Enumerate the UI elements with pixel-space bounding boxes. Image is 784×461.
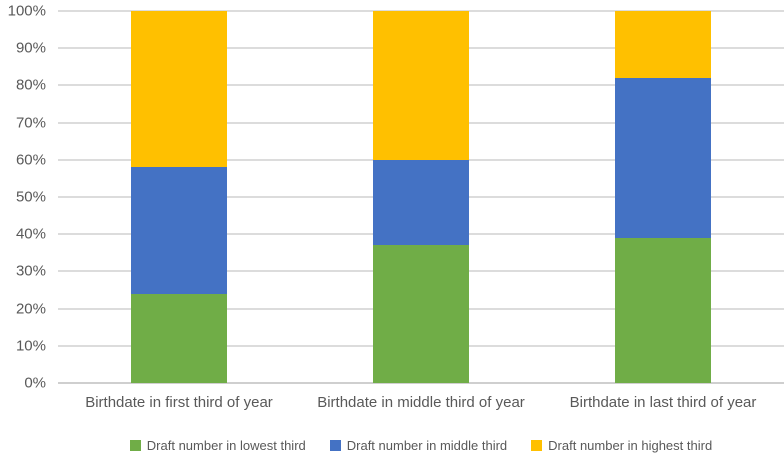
legend-item: Draft number in middle third	[329, 438, 508, 453]
bar-segment	[131, 293, 227, 383]
bar-category-2	[300, 11, 542, 383]
bar-segment	[615, 11, 711, 78]
y-axis-tick-labels: 0% 10% 20% 30% 40% 50% 60% 70% 80% 90% 100%	[0, 3, 46, 392]
bar-category-1	[58, 11, 300, 383]
bar-segment	[615, 237, 711, 383]
legend-item: Draft number in highest third	[531, 438, 712, 453]
y-tick-label: 100%	[7, 2, 46, 20]
x-category-label: Birthdate in last third of year	[569, 394, 757, 411]
legend-item: Draft number in lowest third	[129, 438, 306, 453]
legend-swatch-icon	[129, 440, 141, 451]
y-tick-label: 90%	[15, 39, 46, 57]
x-category-label: Birthdate in middle third of year	[317, 394, 525, 411]
legend-swatch-icon	[329, 440, 341, 451]
legend-label: Draft number in highest third	[548, 438, 713, 453]
y-tick-label: 10%	[15, 337, 46, 355]
plot-area	[58, 10, 784, 384]
legend-label: Draft number in lowest third	[146, 438, 306, 453]
x-category-label: Birthdate in first third of year	[85, 394, 273, 411]
y-tick-label: 80%	[15, 76, 46, 94]
bar-segment	[615, 77, 711, 238]
legend-label: Draft number in middle third	[346, 438, 508, 453]
bar-segment	[131, 167, 227, 294]
x-axis-category-labels: Birthdate in first third of year Birthdat…	[58, 394, 784, 414]
y-tick-label: 40%	[15, 225, 46, 243]
y-tick-label: 50%	[15, 188, 46, 206]
y-tick-label: 60%	[15, 151, 46, 169]
y-tick-label: 20%	[15, 300, 46, 318]
legend: Draft number in lowest third Draft number…	[58, 438, 784, 453]
stacked-bar	[131, 11, 227, 383]
y-tick-label: 30%	[15, 262, 46, 280]
stacked-bar	[615, 11, 711, 383]
gridline	[58, 10, 784, 12]
bar-segment	[373, 245, 469, 383]
bar-category-3	[542, 11, 784, 383]
y-tick-label: 0%	[24, 374, 46, 392]
stacked-bar	[373, 11, 469, 383]
legend-swatch-icon	[531, 440, 543, 451]
bar-segment	[373, 159, 469, 246]
bar-segment	[131, 11, 227, 168]
y-tick-label: 70%	[15, 114, 46, 132]
x-axis-line	[58, 382, 784, 384]
bar-segment	[373, 11, 469, 160]
